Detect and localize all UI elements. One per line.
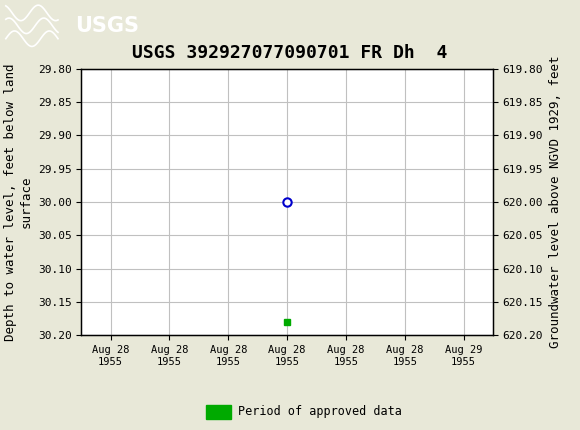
Y-axis label: Depth to water level, feet below land
surface: Depth to water level, feet below land su… xyxy=(4,63,32,341)
Y-axis label: Groundwater level above NGVD 1929, feet: Groundwater level above NGVD 1929, feet xyxy=(549,56,562,348)
Bar xyxy=(206,405,231,419)
Text: USGS: USGS xyxy=(75,16,139,36)
Text: USGS 392927077090701 FR Dh  4: USGS 392927077090701 FR Dh 4 xyxy=(132,44,448,62)
Text: Period of approved data: Period of approved data xyxy=(238,405,402,418)
